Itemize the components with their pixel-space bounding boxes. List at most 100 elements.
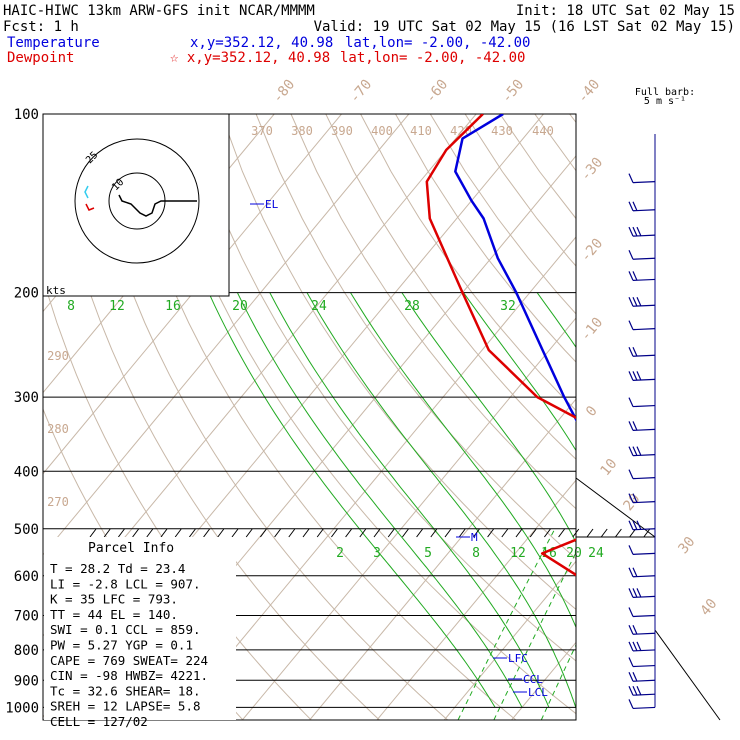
pressure-tick-label: 600 [14, 569, 39, 585]
hodograph-trace [118, 194, 197, 217]
tropopause-hatch [615, 528, 622, 538]
tropopause-hatch [416, 528, 424, 538]
wind-barb-staff [632, 614, 656, 618]
pressure-tick-label: 900 [14, 673, 39, 689]
parcel-info-row: LI = -2.8 LCL = 907. [50, 576, 201, 591]
parcel-info-row: SREH = 12 LAPSE= 5.8 [50, 699, 201, 714]
theta-label: 280 [47, 422, 69, 436]
wind-barb-staff [632, 477, 656, 480]
mixing-ratio-label: 5 [424, 546, 432, 561]
moist-adiabat-line [208, 292, 496, 708]
parcel-info-row: TT = 44 EL = 140. [50, 607, 178, 622]
level-marker-label: CCL [523, 673, 543, 686]
dry-adiabat-line [290, 114, 576, 510]
wind-barb-flag [628, 641, 634, 652]
sounding-profiles [425, 114, 576, 577]
mixing-ratio-label: 20 [566, 546, 582, 561]
wind-barb-flag [628, 249, 634, 260]
dry-adiabat-line [464, 114, 576, 267]
wind-barb-flag [628, 371, 634, 381]
dry-adiabat-line [46, 114, 380, 720]
level-marker-label: M [471, 531, 478, 544]
wind-barb-flag [636, 520, 642, 531]
wind-panel-outline [575, 477, 721, 721]
wind-barb-flag [632, 641, 638, 652]
tropopause-hatch [544, 528, 551, 538]
tropopause-hatch [345, 528, 353, 538]
wind-barb-flag [628, 320, 634, 330]
wind-barb-flag [636, 588, 642, 598]
wind-barb-staff [632, 181, 656, 184]
tropopause-hatch [274, 528, 282, 538]
parcel-info-row: Tc = 32.6 SHEAR= 18. [50, 683, 201, 698]
header-forecast-hour: Fcst: 1 h [3, 19, 79, 35]
mixing-ratio-label: 12 [510, 546, 526, 561]
parcel-info-row: CIN = -98 HWBZ= 4221. [50, 668, 208, 683]
moist-adiabat-line [463, 292, 576, 452]
isotherm-line [174, 236, 576, 720]
wind-barb-flag [632, 567, 638, 578]
mixing-ratio-label: 24 [588, 546, 604, 561]
tropopause-hatch [217, 528, 225, 538]
parcel-info-row: K = 35 LFC = 793. [50, 592, 178, 607]
tropopause-hatch [558, 528, 565, 538]
wind-barb-flag [632, 271, 638, 281]
wind-barb-flag [632, 625, 638, 635]
parcel-info-row: SWI = 0.1 CCL = 859. [50, 622, 201, 637]
wind-barb-flag [632, 493, 638, 503]
pressure-tick-label: 300 [14, 390, 39, 406]
tropopause-hatch [359, 528, 367, 538]
dry-adiabat-line [255, 114, 576, 560]
hodograph-trace-cyan [84, 185, 89, 199]
tropopause-hatch [487, 528, 495, 538]
isotherm-line [443, 560, 576, 720]
hodograph-unit-label: kts [46, 284, 66, 297]
tropopause-hatch [288, 528, 296, 538]
wind-barb-flag [636, 685, 642, 696]
tropopause-hatch [146, 528, 154, 538]
theta-label: 370 [251, 124, 273, 138]
wind-barb-flag [632, 672, 638, 682]
theta-label: 410 [410, 124, 432, 138]
wind-barb-flag [632, 296, 638, 307]
wind-barb-flag [632, 520, 638, 531]
moist-adiabat-label: 8 [67, 299, 75, 314]
mixing-ratio-line [683, 529, 740, 720]
dry-adiabat-line [395, 114, 576, 363]
header-valid-time: Valid: 19 UTC Sat 02 May 15 (16 LST Sat … [314, 19, 735, 35]
dry-adiabat-line [639, 114, 740, 720]
legend-dewpoint-xy: ☆ x,y=352.12, 40.98 [170, 50, 330, 66]
isotherm-label: -50 [499, 77, 528, 107]
wind-barb-flag [632, 421, 638, 431]
legend-dewpoint-label: Dewpoint [7, 50, 74, 66]
dry-adiabat-line [186, 114, 576, 662]
isotherm-line [43, 114, 410, 556]
isotherm-label: -10 [578, 315, 607, 345]
pressure-axis-labels: 100 200 300 400 500 600 700 800 900 1000 [5, 107, 39, 716]
pressure-tick-label: 100 [14, 107, 39, 123]
dry-adiabat-line [605, 114, 740, 720]
tropopause-hatch [103, 528, 111, 538]
tropopause-hatch [501, 528, 509, 538]
wind-barb-flag [632, 588, 638, 598]
tropopause-hatch [231, 528, 239, 538]
mixing-ratio-label: 3 [373, 546, 381, 561]
pressure-tick-label: 200 [14, 286, 39, 302]
tropopause-hatch [629, 528, 636, 538]
hodograph-trace-red [85, 203, 95, 211]
wind-barb-flag [628, 545, 634, 555]
wind-barb-flag [628, 446, 634, 456]
wind-barb-flag [628, 672, 634, 682]
parcel-info-panel: Parcel Info T = 28.2 Td = 23.4LI = -2.8 … [44, 537, 236, 729]
tropopause-hatch [245, 528, 253, 538]
isotherm-label: 0 [583, 403, 601, 420]
pressure-tick-label: 500 [14, 522, 39, 538]
theta-label: 430 [491, 124, 513, 138]
tropopause-hatch [259, 528, 267, 538]
isotherm-line [511, 641, 576, 720]
parcel-info-row: CAPE = 769 SWEAT= 224 [50, 653, 208, 668]
tropopause-hatch [472, 528, 480, 538]
isotherm-label: 40 [697, 596, 720, 619]
tropopause-hatch [515, 528, 523, 538]
background-grid [43, 114, 740, 720]
